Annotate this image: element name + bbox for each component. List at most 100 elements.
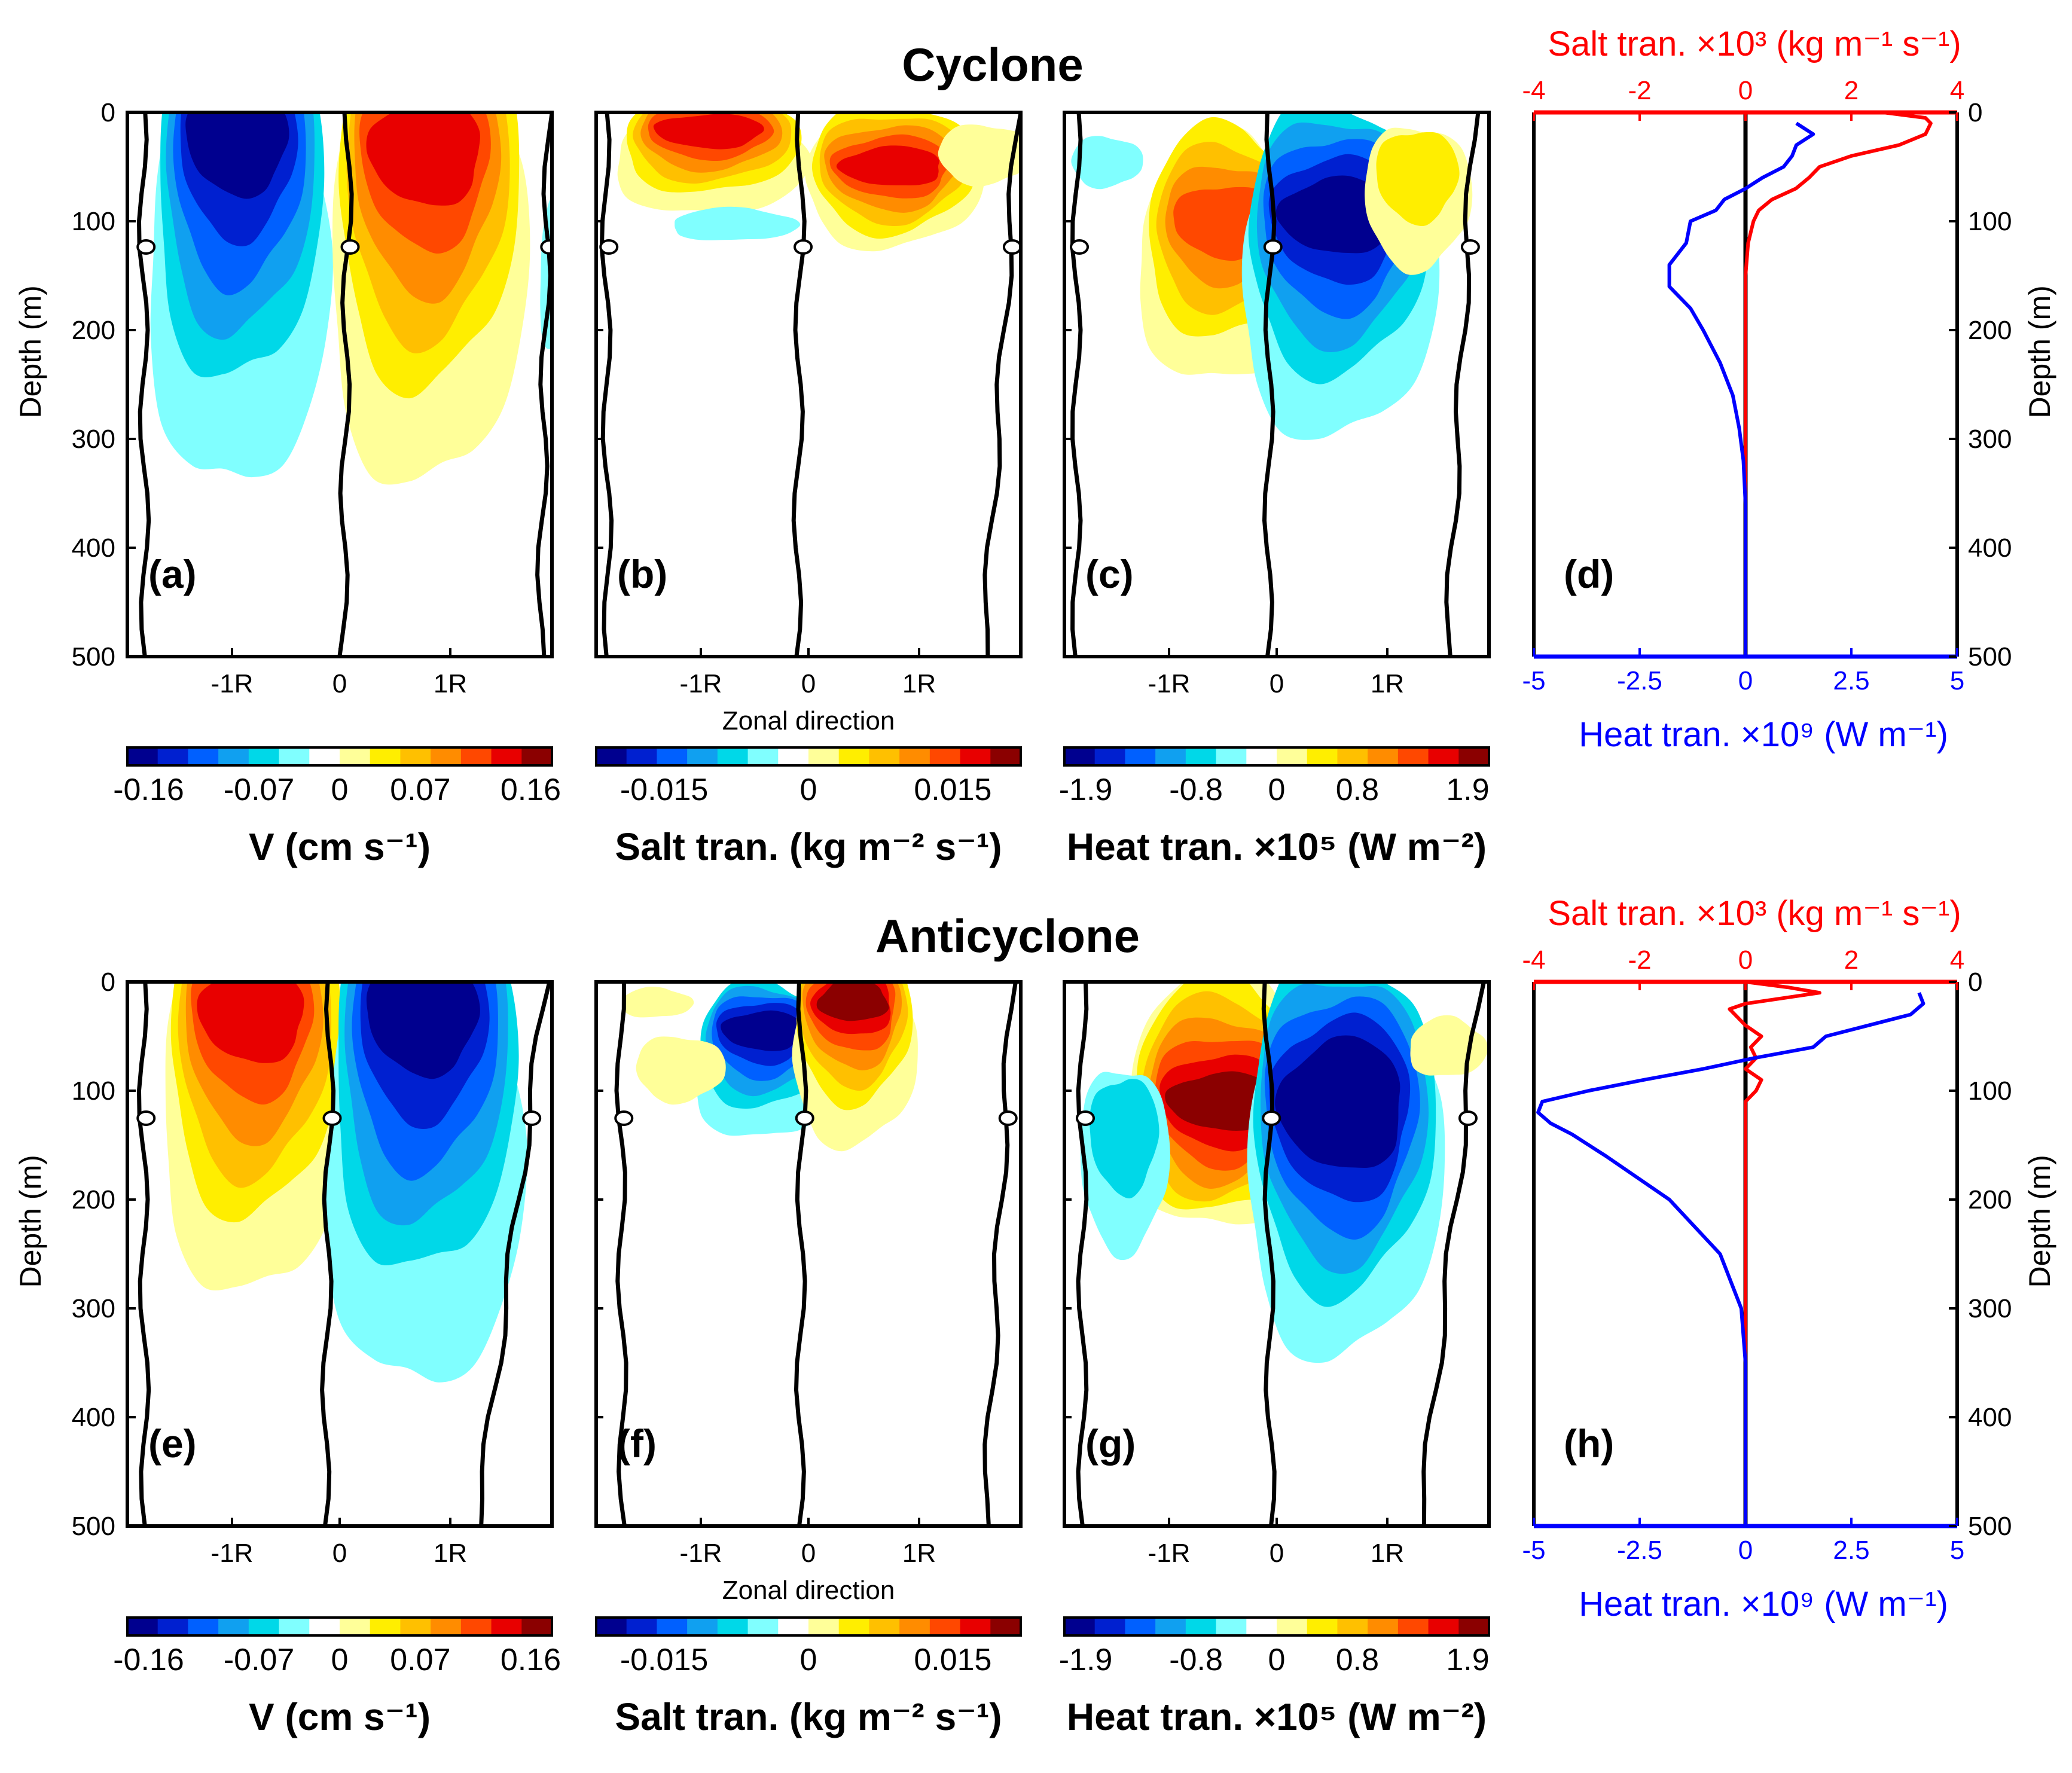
colorbar-segment <box>657 1618 688 1635</box>
colorbar-segment <box>1125 1618 1156 1635</box>
panel-contours <box>596 982 1021 1526</box>
depth-tick-label: 500 <box>72 642 115 672</box>
heat-tick-label: -5 <box>1522 1536 1545 1565</box>
colorbar-segment <box>657 747 688 765</box>
colorbar-segment <box>960 1618 991 1635</box>
colorbar-segment <box>1277 1618 1308 1635</box>
colorbar-segment <box>127 747 158 765</box>
zonal-axis-label: Zonal direction <box>722 1576 895 1605</box>
colorbar-tick-label: 0.16 <box>501 773 561 807</box>
colorbar-segment <box>899 1618 930 1635</box>
colorbar-segment <box>596 1618 627 1635</box>
colorbar-tick-label: 0.8 <box>1336 1643 1379 1677</box>
colorbar-label: Salt tran. (kg m⁻² s⁻¹) <box>615 1695 1002 1738</box>
depth-tick-label: 400 <box>72 1403 115 1432</box>
colorbar-segment <box>1155 747 1186 765</box>
contour-anomaly-1-level-5 <box>366 982 480 1079</box>
colorbar-segment <box>1397 747 1429 765</box>
depth-tick-label: 300 <box>1968 1294 2012 1323</box>
colorbar-tick-label: 0.07 <box>390 1643 450 1677</box>
depth-tick-label: 0 <box>101 968 115 997</box>
depth-tick-label: 400 <box>1968 1403 2012 1432</box>
colorbar-segment <box>838 1618 869 1635</box>
colorbar-tick-label: -0.8 <box>1169 1643 1223 1677</box>
colorbar-segment <box>1216 1618 1247 1635</box>
zonal-tick-label: 1R <box>902 669 936 698</box>
zonal-tick-label: 0 <box>801 1539 816 1568</box>
contour-anomaly-1-level-5 <box>1275 175 1390 254</box>
colorbar-label: V (cm s⁻¹) <box>249 825 431 868</box>
depth-tick-label: 500 <box>1968 1512 2012 1541</box>
panel-label: (g) <box>1085 1421 1136 1466</box>
colorbar-segment <box>1368 1618 1399 1635</box>
depth-tick-label: 0 <box>1968 968 1982 997</box>
colorbar-segment <box>1094 1618 1125 1635</box>
salt-tick-label: 4 <box>1950 76 1964 105</box>
colorbar-segment <box>370 747 401 765</box>
contour-anomaly-0-level-5 <box>653 114 764 149</box>
contour-anomaly-2-level-0 <box>675 206 801 240</box>
depth-tick-label: 500 <box>72 1512 115 1541</box>
colorbar-segment <box>1155 1618 1186 1635</box>
zonal-tick-label: 1R <box>434 1539 467 1568</box>
colorbar-0: -0.16 -0.07 0 0.07 0.16 V (cm s⁻¹) <box>113 1616 561 1738</box>
zero-contour-label <box>136 239 156 255</box>
zonal-axis-label: Zonal direction <box>722 706 895 736</box>
colorbar-segment <box>929 1618 961 1635</box>
contour-anomaly-3-level-0 <box>938 124 1021 187</box>
heat-tick-label: 2.5 <box>1833 1536 1869 1565</box>
heat-tick-label: -5 <box>1522 666 1545 695</box>
colorbar-segment <box>1337 1618 1368 1635</box>
row-title-anticyclone: Anticyclone <box>875 910 1140 962</box>
colorbar-segment <box>1368 747 1399 765</box>
heat-axis-label: Heat tran. ×10⁹ (W m⁻¹) <box>1579 1585 1948 1624</box>
depth-tick-label: 200 <box>72 316 115 345</box>
colorbar-segment <box>127 1618 158 1635</box>
colorbar-segment <box>1246 1618 1277 1635</box>
zonal-tick-label: -1R <box>1148 1539 1191 1568</box>
salt-tick-label: 4 <box>1950 945 1964 975</box>
depth-tick-label: 400 <box>72 533 115 563</box>
depth-tick-label: 200 <box>72 1185 115 1214</box>
colorbar-frame <box>1063 1616 1490 1637</box>
zero-contour-2 <box>1421 982 1486 1526</box>
zero-contour-label <box>998 1110 1018 1126</box>
zero-contour-2 <box>535 112 552 657</box>
depth-tick-label: 0 <box>1968 98 1982 127</box>
colorbar-segment <box>431 747 462 765</box>
colorbar-segment <box>340 1618 371 1635</box>
depth-axis-label: Depth (m) <box>2023 285 2056 418</box>
colorbar-segment <box>838 747 869 765</box>
colorbar-frame <box>1063 746 1490 767</box>
colorbar-segment <box>188 747 219 765</box>
salt-tick-label: -2 <box>1628 76 1651 105</box>
colorbar-segment <box>1307 1618 1338 1635</box>
colorbar-1: -0.015 0 0.015 Salt tran. (kg m⁻² s⁻¹) <box>595 1616 1022 1738</box>
contour-anomaly-0-level-6 <box>1165 1071 1276 1131</box>
panel-label: (e) <box>148 1421 197 1466</box>
zonal-tick-label: 1R <box>1371 1539 1404 1568</box>
panel-c: (c) -1R 0 1R <box>1063 111 1491 698</box>
zero-contour-2 <box>479 982 552 1526</box>
colorbar-tick-label: -0.8 <box>1169 773 1223 807</box>
depth-tick-label: 100 <box>1968 207 2012 236</box>
row-title-cyclone: Cyclone <box>902 38 1083 91</box>
colorbar-segment <box>491 1618 522 1635</box>
colorbar-label: Salt tran. (kg m⁻² s⁻¹) <box>615 825 1002 868</box>
zonal-tick-label: 0 <box>332 1539 347 1568</box>
colorbar-tick-label: 0 <box>1268 1643 1286 1677</box>
zero-contour-label <box>522 1110 542 1126</box>
colorbar-segment <box>747 1618 779 1635</box>
salt-axis-label: Salt tran. ×10³ (kg m⁻¹ s⁻¹) <box>1548 894 1961 933</box>
zero-contour-label <box>1076 1110 1095 1126</box>
panel-contours <box>1064 982 1489 1526</box>
colorbar-frame <box>595 746 1022 767</box>
colorbar-tick-label: -0.16 <box>113 1643 184 1677</box>
colorbar-segment <box>747 747 779 765</box>
zonal-tick-label: 1R <box>434 669 467 698</box>
colorbar-segment <box>899 747 930 765</box>
colorbar-segment <box>717 747 749 765</box>
heat-transport-line <box>1667 121 1815 657</box>
panel-label: (b) <box>617 552 667 596</box>
colorbar-segment <box>990 747 1021 765</box>
